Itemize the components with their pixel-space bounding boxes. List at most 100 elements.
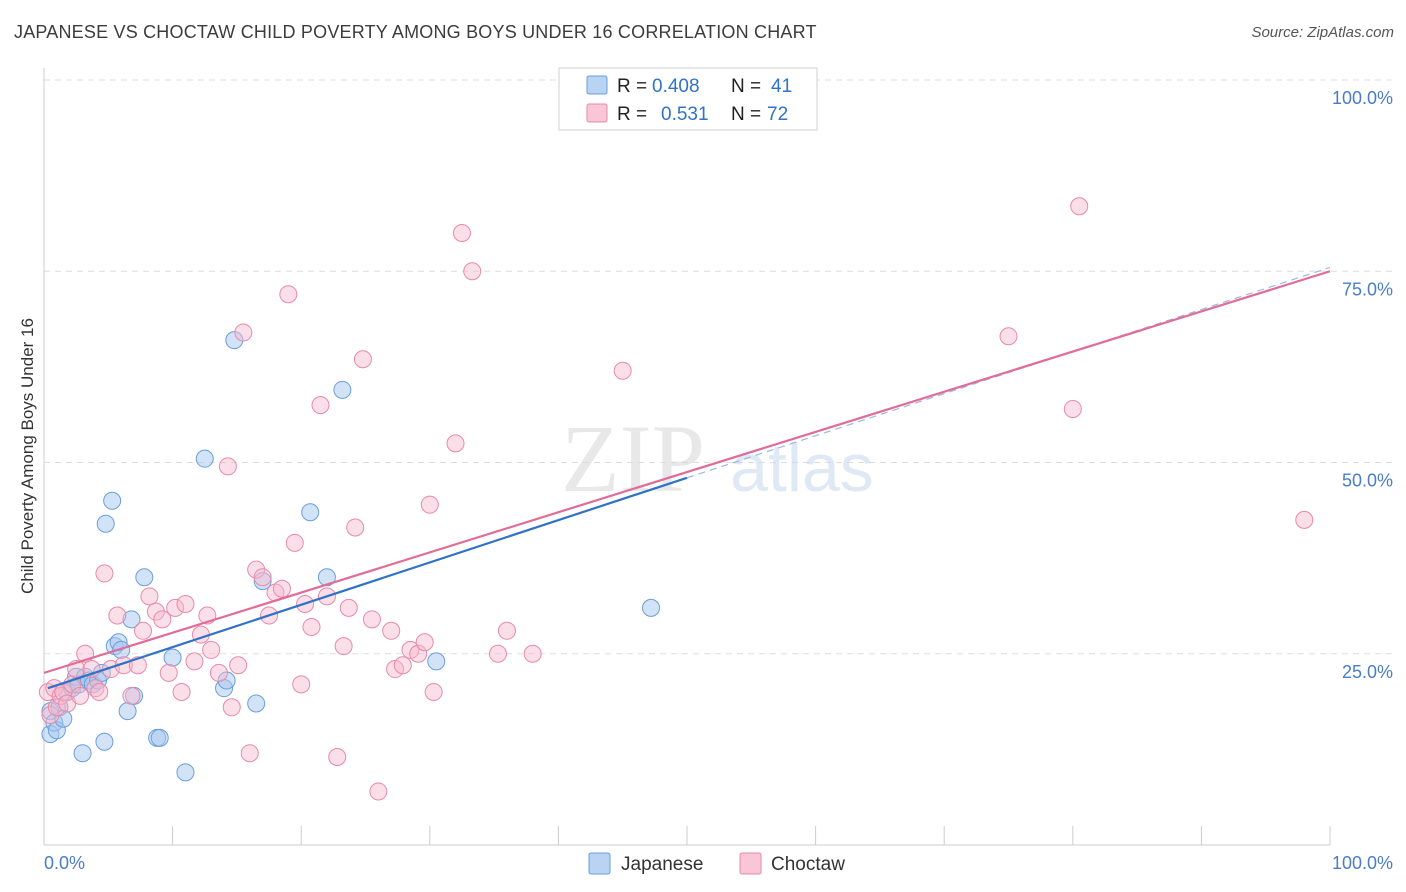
japanese-point xyxy=(95,732,114,751)
choctaw-point xyxy=(209,663,228,682)
japanese-r-label: R = xyxy=(617,76,647,97)
choctaw-point xyxy=(222,698,241,717)
choctaw-point xyxy=(369,782,388,801)
japanese-points xyxy=(41,331,660,782)
choctaw-point xyxy=(122,686,141,705)
series-legend: Japanese Choctaw xyxy=(588,852,845,875)
japanese-series-swatch xyxy=(588,852,611,875)
choctaw-point xyxy=(240,744,259,763)
choctaw-point xyxy=(302,617,321,636)
x-tick-label: 100.0% xyxy=(1332,853,1393,873)
trend-lines xyxy=(43,266,1331,690)
choctaw-point xyxy=(488,644,507,663)
japanese-point xyxy=(103,491,122,510)
japanese-legend-swatch xyxy=(586,75,608,95)
choctaw-n-value: 72 xyxy=(767,104,788,125)
choctaw-point xyxy=(328,748,347,767)
stats-legend: R = 0.408 N = 41 R = 0.531 N = 72 xyxy=(558,67,818,131)
choctaw-point xyxy=(1070,197,1089,216)
y-tick-label: 25.0% xyxy=(1342,662,1393,682)
choctaw-points xyxy=(38,197,1314,801)
choctaw-point xyxy=(279,285,298,304)
choctaw-point xyxy=(497,621,516,640)
y-tick-label: 100.0% xyxy=(1332,88,1393,108)
choctaw-r-label: R = xyxy=(617,104,647,125)
choctaw-point xyxy=(446,434,465,453)
choctaw-point xyxy=(95,564,114,583)
japanese-point xyxy=(96,514,115,533)
tick-labels: 25.0% 50.0% 75.0% 100.0% 0.0% 100.0% xyxy=(44,88,1393,873)
japanese-point xyxy=(427,652,446,671)
choctaw-point xyxy=(285,533,304,552)
japanese-point xyxy=(217,671,236,690)
choctaw-point xyxy=(229,656,248,675)
choctaw-point xyxy=(202,640,221,659)
choctaw-point xyxy=(247,560,266,579)
japanese-point xyxy=(333,380,352,399)
y-tick-label: 50.0% xyxy=(1342,471,1393,491)
choctaw-point xyxy=(463,262,482,281)
choctaw-point xyxy=(146,602,165,621)
japanese-point xyxy=(195,449,214,468)
japanese-point xyxy=(301,503,320,522)
source-label: Source: ZipAtlas.com xyxy=(1251,24,1394,41)
japanese-r-value: 0.408 xyxy=(652,76,700,97)
choctaw-point xyxy=(999,327,1018,346)
choctaw-point xyxy=(424,683,443,701)
choctaw-n-label: N = xyxy=(731,104,761,125)
japanese-point xyxy=(73,744,92,763)
choctaw-point xyxy=(176,595,195,614)
japanese-point xyxy=(225,331,244,350)
japanese-point xyxy=(317,568,336,587)
choctaw-point xyxy=(415,633,434,652)
choctaw-r-value: 0.531 xyxy=(661,104,709,125)
choctaw-point xyxy=(1063,399,1082,418)
choctaw-point xyxy=(362,610,381,629)
choctaw-point xyxy=(172,683,191,701)
japanese-n-label: N = xyxy=(731,76,761,97)
choctaw-point xyxy=(185,652,204,671)
choctaw-point xyxy=(1295,510,1314,529)
choctaw-point xyxy=(409,644,428,663)
choctaw-point xyxy=(47,698,66,717)
japanese-point xyxy=(641,598,660,617)
japanese-point xyxy=(150,728,169,747)
choctaw-point xyxy=(523,644,542,663)
japanese-point xyxy=(176,763,195,782)
japanese-point xyxy=(253,572,272,591)
choctaw-legend-swatch xyxy=(586,103,608,123)
choctaw-series-swatch xyxy=(739,852,762,875)
choctaw-point xyxy=(420,495,439,514)
watermark-atlas: atlas xyxy=(730,430,874,506)
x-tick-label: 0.0% xyxy=(44,853,85,873)
choctaw-point xyxy=(346,518,365,537)
choctaw-point xyxy=(166,598,185,617)
chart-title: JAPANESE VS CHOCTAW CHILD POVERTY AMONG … xyxy=(14,22,817,42)
choctaw-point xyxy=(339,598,358,617)
choctaw-series-label: Choctaw xyxy=(771,854,845,875)
choctaw-point xyxy=(311,396,330,415)
choctaw-point xyxy=(234,323,253,342)
choctaw-point xyxy=(272,579,291,598)
japanese-trend-line xyxy=(47,476,688,690)
watermark: ZIP atlas xyxy=(561,405,874,512)
y-axis-label: Child Poverty Among Boys Under 16 xyxy=(18,318,37,594)
choctaw-point xyxy=(613,361,632,380)
choctaw-point xyxy=(134,621,153,640)
choctaw-point xyxy=(218,457,237,476)
watermark-zip: ZIP xyxy=(561,405,705,512)
gridlines xyxy=(44,79,1395,655)
japanese-point xyxy=(135,568,154,587)
choctaw-trend-line xyxy=(43,270,1331,674)
y-tick-label: 75.0% xyxy=(1342,279,1393,299)
choctaw-point xyxy=(140,587,159,606)
japanese-point xyxy=(247,694,266,713)
choctaw-point xyxy=(253,568,272,587)
choctaw-point xyxy=(452,224,471,242)
choctaw-point xyxy=(108,606,127,625)
japanese-point xyxy=(122,610,141,629)
choctaw-point xyxy=(382,621,401,640)
choctaw-point xyxy=(393,656,412,675)
japanese-series-label: Japanese xyxy=(621,854,703,875)
